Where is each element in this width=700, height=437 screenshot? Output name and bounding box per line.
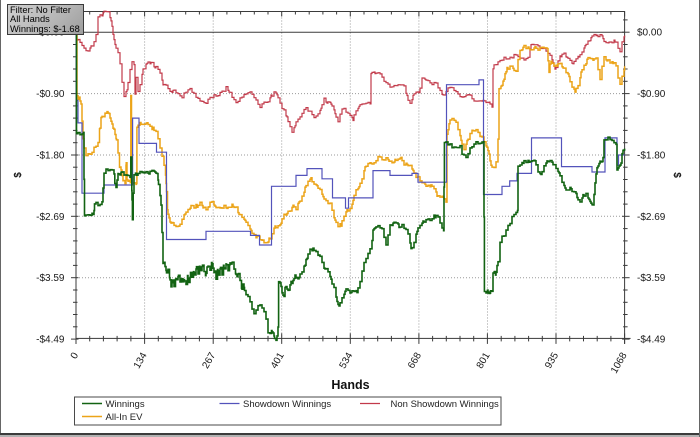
svg-text:$: $ [13, 172, 24, 178]
svg-text:401: 401 [269, 350, 287, 370]
svg-text:-$0.90: -$0.90 [36, 89, 65, 100]
svg-text:-$2.69: -$2.69 [36, 212, 65, 223]
svg-text:$0.00: $0.00 [637, 28, 662, 39]
svg-text:-$1.80: -$1.80 [36, 151, 65, 162]
svg-text:-$3.59: -$3.59 [637, 273, 666, 284]
svg-text:-$1.80: -$1.80 [637, 151, 666, 162]
svg-text:-$3.59: -$3.59 [36, 273, 65, 284]
svg-text:0: 0 [69, 350, 82, 361]
svg-text:-$2.69: -$2.69 [637, 212, 666, 223]
svg-text:Winnings: Winnings [106, 399, 145, 410]
svg-text:134: 134 [132, 350, 150, 370]
svg-text:1068: 1068 [609, 350, 630, 375]
svg-text:$: $ [671, 172, 682, 178]
svg-text:Hands: Hands [331, 378, 369, 392]
svg-text:All-In EV: All-In EV [106, 412, 144, 423]
svg-text:935: 935 [543, 350, 561, 370]
svg-text:-$4.49: -$4.49 [637, 335, 666, 346]
svg-text:668: 668 [406, 350, 424, 370]
svg-text:-$4.49: -$4.49 [36, 335, 65, 346]
svg-text:801: 801 [475, 350, 493, 370]
svg-text:Non Showdown Winnings: Non Showdown Winnings [391, 399, 500, 410]
svg-text:-$0.90: -$0.90 [637, 89, 666, 100]
svg-text:Showdown Winnings: Showdown Winnings [243, 399, 331, 410]
svg-text:267: 267 [200, 350, 218, 370]
svg-text:534: 534 [338, 350, 356, 370]
